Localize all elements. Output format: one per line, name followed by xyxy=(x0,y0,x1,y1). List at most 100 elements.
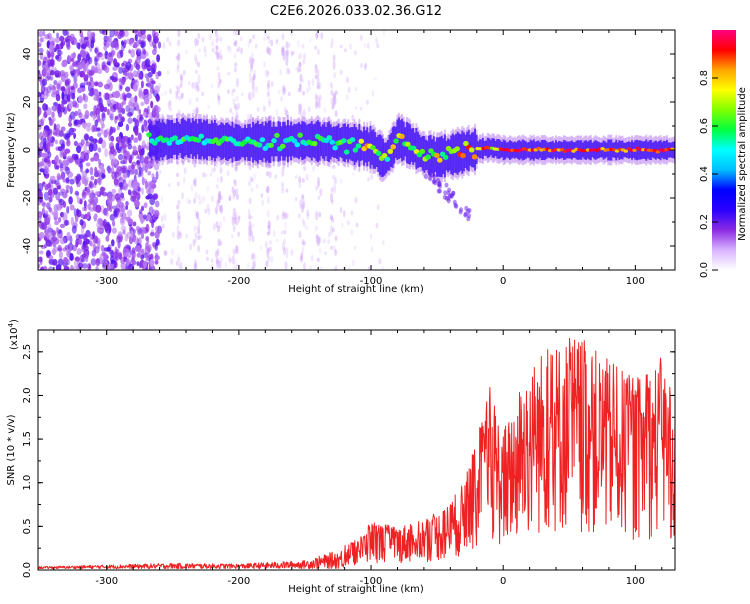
spectrogram-cell xyxy=(315,234,319,244)
spectrogram-cell xyxy=(287,91,291,97)
spectrogram-cell xyxy=(234,107,238,112)
spectrogram-cell xyxy=(203,46,207,53)
spectrogram-cell xyxy=(141,47,146,55)
spectrogram-cell xyxy=(118,252,123,260)
spectrogram-cell xyxy=(253,253,257,261)
spectrogram-cell xyxy=(95,107,101,115)
spectrogram-cell xyxy=(258,124,261,160)
spectrogram-cell xyxy=(425,154,431,160)
colorbar-tick-label: 0.4 xyxy=(699,166,710,182)
spectrogram-cell xyxy=(195,81,199,88)
spectrogram-cell xyxy=(353,119,356,170)
spectrogram-cell xyxy=(249,176,253,182)
spectrogram-cell xyxy=(215,184,219,189)
spectrogram-cell xyxy=(313,118,316,164)
spectrogram-cell xyxy=(443,190,448,196)
spectrogram-cell xyxy=(64,80,70,87)
spectrogram-cell xyxy=(88,192,95,200)
spectrogram-cell xyxy=(69,65,74,72)
spectrogram-cell xyxy=(38,256,43,263)
spectrogram-cell xyxy=(106,99,111,104)
spectrogram-cell xyxy=(246,119,249,124)
spectrogram-cell xyxy=(140,80,144,89)
spectrogram-cell xyxy=(73,132,76,139)
spectrogram-cell xyxy=(351,114,355,122)
spectrogram-cell xyxy=(304,122,307,159)
spectrogram-cell xyxy=(300,252,304,259)
spectrogram-cell xyxy=(119,93,124,101)
spectrogram-cell xyxy=(153,124,156,156)
spectrogram-cell xyxy=(130,48,135,58)
spectrogram-cell xyxy=(177,53,180,63)
spectrogram-cell xyxy=(74,213,79,223)
spectrogram-cell xyxy=(369,233,373,240)
spectrogram-cell xyxy=(345,75,349,82)
spectrogram-cell xyxy=(130,230,134,239)
spectrogram-cell xyxy=(94,57,98,66)
spectrogram-cell xyxy=(316,236,320,247)
spectrogram-cell xyxy=(93,95,97,101)
spectrogram-cell xyxy=(235,263,239,270)
spectrogram-cell xyxy=(90,175,95,181)
spectrogram-cell xyxy=(133,137,139,143)
spectrogram-cell xyxy=(197,33,201,39)
spectrogram-cell xyxy=(144,58,151,68)
spectrogram-cell xyxy=(111,188,117,194)
spectrogram-cell xyxy=(38,30,44,38)
spectrogram-cell xyxy=(448,139,451,171)
spectrogram-cell xyxy=(453,135,456,173)
spectrogram-cell xyxy=(330,215,333,221)
spectrogram-cell xyxy=(129,97,136,103)
spectrogram-cell xyxy=(63,257,69,264)
spectrogram-cell xyxy=(46,202,51,210)
spectrogram-cell xyxy=(127,143,133,150)
spectrogram-cell xyxy=(216,248,220,256)
spectrogram-cell xyxy=(77,53,82,62)
spectrogram-cell xyxy=(233,265,236,270)
spectrogram-cell xyxy=(287,42,291,49)
spectrogram-cell xyxy=(266,70,270,75)
spectrogram-cell xyxy=(464,205,469,211)
spectrogram-cell xyxy=(138,109,142,115)
spectrogram-cell xyxy=(375,150,382,156)
spectrogram-cell xyxy=(281,47,285,56)
spectrogram-cell xyxy=(232,30,236,36)
spectrogram-cell xyxy=(298,122,300,160)
spectrogram-cell xyxy=(333,92,336,99)
spectrogram-cell xyxy=(55,93,61,102)
spectrogram-cell xyxy=(131,164,135,170)
spectrogram-cell xyxy=(398,117,400,159)
spectrogram-cell xyxy=(370,245,374,253)
spectrogram-cell xyxy=(219,49,223,59)
spectrogram-cell xyxy=(300,202,304,213)
spectrogram-cell xyxy=(248,214,252,220)
spectrogram-cell xyxy=(72,266,79,270)
spectrogram-cell xyxy=(39,162,45,167)
spectrogram-cell xyxy=(54,210,59,218)
spectrogram-cell xyxy=(71,128,77,132)
spectrogram-cell xyxy=(70,264,74,270)
spectrogram-cell xyxy=(358,138,365,144)
spectrogram-cell xyxy=(67,242,74,251)
spectrogram-cell xyxy=(402,116,405,166)
spectrogram-cell xyxy=(64,71,69,79)
spectrogram-cell xyxy=(124,266,130,270)
spectrogram-cell xyxy=(280,96,283,102)
spectrogram-cell xyxy=(301,239,305,245)
spectrogram-cell xyxy=(138,249,143,254)
spectrogram-cell xyxy=(197,225,201,235)
spectrogram-cell xyxy=(361,131,364,161)
colorbar-tick-label: 0.2 xyxy=(699,214,710,230)
spectrogram-cell xyxy=(381,265,384,270)
spectrogram-cell xyxy=(201,117,204,162)
spectrogram-cell xyxy=(340,222,344,228)
spectrogram-cell xyxy=(350,127,353,161)
spectrogram-cell xyxy=(449,193,454,199)
spectrogram-cell xyxy=(282,242,285,252)
spectrogram-cell xyxy=(93,126,98,133)
spectrogram-cell xyxy=(219,55,223,61)
spectrogram-cell xyxy=(623,149,628,153)
spectrogram-cell xyxy=(312,124,315,158)
spectrogram-cell xyxy=(248,220,252,228)
